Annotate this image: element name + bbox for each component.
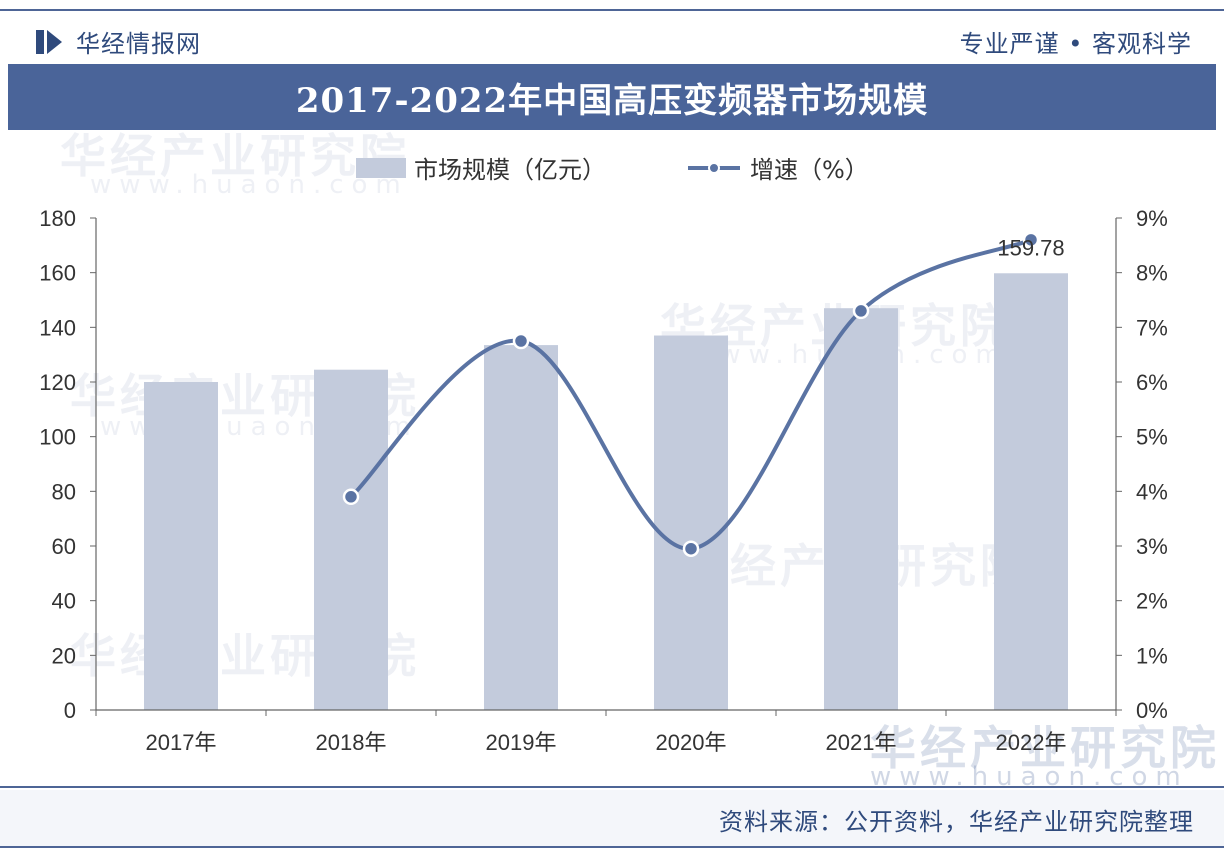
chart-title: 2017-2022年中国高压变频器市场规模 — [295, 80, 929, 121]
x-tick-label: 2020年 — [656, 730, 727, 755]
left-tick-label: 0 — [64, 698, 76, 723]
left-tick-label: 40 — [52, 589, 76, 614]
data-label: 159.78 — [997, 235, 1064, 260]
growth-point — [852, 302, 870, 320]
legend-line-swatch — [688, 161, 740, 174]
x-tick-label: 2022年 — [996, 730, 1067, 755]
right-tick-label: 3% — [1136, 534, 1168, 559]
left-tick-label: 180 — [39, 206, 76, 231]
title-bar: 2017-2022年中国高压变频器市场规模 — [8, 64, 1216, 130]
source-note: 资料来源：公开资料，华经产业研究院整理 — [719, 808, 1194, 836]
header: 华经情报网 专业严谨 • 客观科学 — [0, 12, 1224, 62]
right-tick-label: 2% — [1136, 589, 1168, 614]
bar-2022年 — [994, 273, 1068, 710]
watermark-url: www.huaon.com — [90, 170, 409, 200]
watermark-text: 华经产业研究院 — [870, 721, 1220, 775]
x-tick-label: 2017年 — [146, 730, 217, 755]
x-tick-label: 2019年 — [486, 730, 557, 755]
footer: 资料来源：公开资料，华经产业研究院整理 — [0, 790, 1224, 846]
x-tick-label: 2021年 — [826, 730, 897, 755]
legend-bar-label: 市场规模（亿元） — [414, 156, 606, 184]
growth-point — [1022, 231, 1040, 249]
brand-logo-icon — [36, 29, 62, 54]
bar-2020年 — [654, 335, 728, 710]
chart-area: 0 20 40 60 80 100 120 140 160 180 0% 1% 2% 3% 4% 5% 6% 7%… — [39, 206, 1168, 755]
growth-line — [349, 238, 1032, 551]
right-tick-label: 9% — [1136, 206, 1168, 231]
bar-2019年 — [484, 345, 558, 710]
left-tick-label: 100 — [39, 425, 76, 450]
top-frame-line — [0, 9, 1224, 11]
right-tick-label: 0% — [1136, 698, 1168, 723]
legend-bar-swatch — [356, 157, 406, 178]
watermark-text: 华经产业研究院 — [60, 129, 410, 183]
legend-line-label: 增速（%） — [750, 156, 869, 184]
right-tick-label: 7% — [1136, 315, 1168, 340]
left-tick-label: 120 — [39, 370, 76, 395]
legend: 市场规模（亿元） 增速（%） — [0, 150, 1224, 184]
growth-point — [342, 488, 360, 506]
brand: 华经情报网 — [34, 24, 201, 59]
legend-line-item: 增速（%） — [686, 150, 869, 185]
left-tick-label: 160 — [39, 261, 76, 286]
right-tick-label: 4% — [1136, 479, 1168, 504]
right-tick-label: 5% — [1136, 425, 1168, 450]
footer-frame-line — [0, 786, 1224, 788]
growth-point — [512, 332, 530, 350]
bar-2017年 — [144, 382, 218, 710]
growth-point — [682, 540, 700, 557]
slogan: 专业严谨 • 客观科学 — [959, 30, 1192, 58]
left-tick-label: 60 — [52, 534, 76, 559]
brand-name: 华经情报网 — [76, 30, 201, 58]
left-tick-label: 80 — [52, 479, 76, 504]
bottom-frame-line — [0, 846, 1224, 848]
left-tick-label: 20 — [52, 643, 76, 668]
bar-2021年 — [824, 308, 898, 710]
bar-2018年 — [314, 369, 388, 710]
x-tick-label: 2018年 — [316, 730, 387, 755]
left-tick-label: 140 — [39, 315, 76, 340]
right-tick-label: 6% — [1136, 370, 1168, 395]
right-tick-label: 8% — [1136, 261, 1168, 286]
right-tick-label: 1% — [1136, 643, 1168, 668]
legend-bar-item: 市场规模（亿元） — [356, 150, 606, 185]
